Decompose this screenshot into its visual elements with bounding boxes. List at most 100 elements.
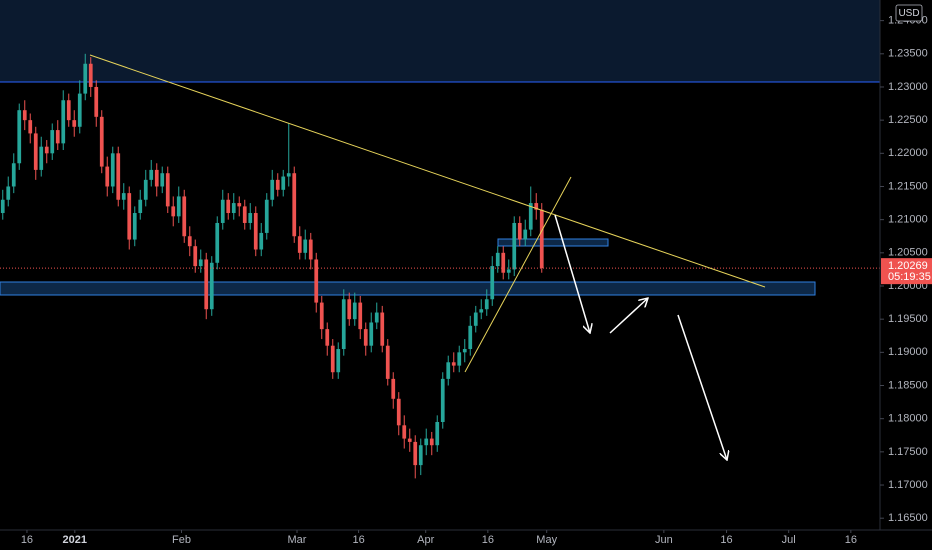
candle-body [11, 163, 16, 187]
candle-body [149, 169, 154, 180]
candle-body [396, 398, 401, 426]
candle-body [275, 179, 280, 190]
x-tick-label: 16 [845, 534, 857, 546]
currency: USD [898, 8, 919, 19]
drawings [89, 54, 766, 460]
y-tick-label: 1.22500 [888, 114, 928, 126]
candle-body [418, 445, 423, 466]
x-tick-label: May [536, 534, 557, 546]
candle-body [314, 259, 319, 303]
candle-body [143, 179, 148, 200]
candle-body [231, 203, 236, 214]
candle-body [451, 362, 456, 366]
y-tick-label: 1.23500 [888, 48, 928, 60]
candle-body [94, 86, 99, 117]
candle-body [363, 329, 368, 346]
candle-body [22, 110, 27, 121]
candle-body [209, 262, 214, 310]
x-tick-label: 2021 [63, 534, 87, 546]
candle-body [490, 266, 495, 300]
candle-body [435, 421, 440, 446]
candle-body [17, 110, 22, 164]
trend-line [464, 176, 572, 373]
candle-body [264, 199, 269, 233]
candle-body [61, 100, 66, 144]
x-tick-label: 16 [720, 534, 732, 546]
candle-body [198, 259, 203, 267]
candle-body [110, 153, 115, 187]
y-tick-label: 1.23000 [888, 81, 928, 93]
countdown: 05:19:35 [888, 271, 931, 283]
candle-body [539, 209, 544, 269]
resistance-zone [0, 0, 880, 82]
candle-body [308, 239, 313, 260]
x-tick-label: 16 [352, 534, 364, 546]
candle-body [242, 206, 247, 223]
y-tick-label: 1.18000 [888, 413, 928, 425]
x-tick-label: Jul [782, 534, 796, 546]
candle-body [55, 130, 60, 144]
candle-body [127, 193, 132, 240]
candle-body [77, 93, 82, 127]
y-tick-label: 1.16500 [888, 512, 928, 524]
x-tick-label: Mar [288, 534, 307, 546]
candle-body [193, 246, 198, 267]
candle-body [462, 349, 467, 353]
candle-body [501, 252, 506, 273]
candle-body [270, 179, 275, 200]
candle-body [468, 325, 473, 350]
candle-body [121, 193, 126, 200]
candle-body [424, 438, 429, 446]
candle-body [248, 213, 253, 223]
candle-body [385, 345, 390, 379]
last-price-label: 1.20269 [888, 260, 928, 272]
candle-body [66, 100, 71, 121]
candle-body [33, 133, 38, 170]
candle-body [374, 312, 379, 323]
x-tick-label: Apr [417, 534, 434, 546]
small-zone [497, 238, 609, 247]
candle-body [50, 130, 55, 154]
candle-body [39, 146, 44, 170]
y-tick-label: 1.17500 [888, 446, 928, 458]
candle-body [347, 299, 352, 320]
candle-body [319, 302, 324, 330]
candle-body [429, 438, 434, 446]
candle-body [171, 206, 176, 217]
candle-body [523, 229, 528, 240]
candle-body [204, 259, 209, 310]
x-tick-label: 16 [21, 534, 33, 546]
candle-body [407, 438, 412, 442]
candle-body [237, 203, 242, 207]
candle-body [369, 322, 374, 346]
candle-body [99, 116, 104, 167]
candles [0, 53, 880, 479]
candle-body [253, 213, 258, 250]
candle-body [391, 378, 396, 399]
x-tick-label: 16 [482, 534, 494, 546]
candle-body [0, 199, 5, 214]
candle-body [506, 269, 511, 273]
arrow [554, 214, 590, 333]
y-tick-label: 1.21500 [888, 180, 928, 192]
candle-body [352, 302, 357, 320]
candle-body [281, 176, 286, 190]
candle-body [116, 153, 121, 200]
candle-body [402, 425, 407, 439]
candle-body [330, 345, 335, 373]
y-tick-label: 1.17000 [888, 479, 928, 491]
candle-body [176, 196, 181, 217]
candle-body [6, 186, 11, 200]
currency-badge[interactable] [895, 4, 923, 22]
y-tick-label: 1.21000 [888, 214, 928, 226]
candle-body [286, 173, 291, 177]
candle-body [380, 312, 385, 346]
candle-body [259, 232, 264, 250]
candle-body [528, 203, 533, 230]
candle-body [72, 120, 77, 127]
candle-body [297, 236, 302, 253]
y-tick-label: 1.18500 [888, 379, 928, 391]
candle-body [226, 199, 231, 214]
